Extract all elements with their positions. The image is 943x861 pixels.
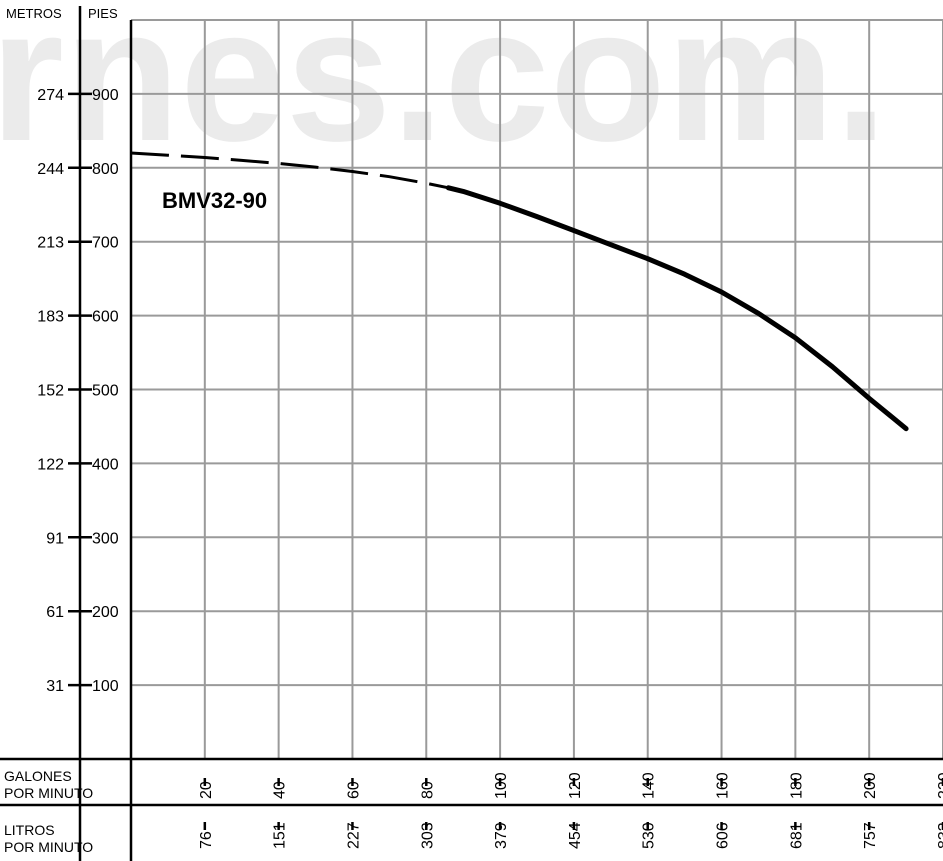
x-tick-label-lpm: 530 xyxy=(641,822,658,849)
x-tick-label-lpm: 606 xyxy=(715,822,732,849)
y-tick-label-metros: 91 xyxy=(46,530,64,547)
watermark-text: rnes.com. xyxy=(0,0,888,181)
x-tick-label-gpm: 120 xyxy=(567,772,584,799)
axes: 100 31 200 61 300 91 400 122 500 152 600 183 700 213 8… xyxy=(0,6,943,861)
y-tick-label-pies: 200 xyxy=(92,604,119,621)
y-header-pies: PIES xyxy=(88,6,118,21)
series-label-bmv32-90: BMV32-90 xyxy=(162,188,267,213)
x-tick-label-gpm: 40 xyxy=(272,781,289,799)
y-tick-label-pies: 300 xyxy=(92,530,119,547)
x-tick-label-lpm: 303 xyxy=(419,822,436,849)
x-tick-label-gpm: 20 xyxy=(198,781,215,799)
x-tick-label-lpm: 681 xyxy=(788,822,805,849)
y-tick-label-metros: 61 xyxy=(46,604,64,621)
y-tick-label-metros: 122 xyxy=(37,456,64,473)
x-tick-label-gpm: 160 xyxy=(715,772,732,799)
x-label-lpm-line1: LITROS xyxy=(4,822,55,838)
y-tick-label-pies: 100 xyxy=(92,678,119,695)
x-tick-label-lpm: 227 xyxy=(345,822,362,849)
x-tick-label-gpm: 220 xyxy=(936,772,943,799)
x-tick-label-gpm: 100 xyxy=(493,772,510,799)
x-tick-label-gpm: 200 xyxy=(862,772,879,799)
y-tick-label-pies: 800 xyxy=(92,161,119,178)
y-tick-label-pies: 900 xyxy=(92,87,119,104)
y-tick-label-metros: 274 xyxy=(37,87,64,104)
y-tick-label-pies: 700 xyxy=(92,235,119,252)
x-tick-label-gpm: 140 xyxy=(641,772,658,799)
y-tick-label-metros: 31 xyxy=(46,678,64,695)
performance-curve xyxy=(130,151,909,432)
x-tick-label-lpm: 833 xyxy=(936,822,943,849)
x-label-gpm-line2: POR MINUTO xyxy=(4,785,93,801)
grid xyxy=(131,19,943,759)
y-tick-label-metros: 213 xyxy=(37,235,64,252)
x-label-lpm-line2: POR MINUTO xyxy=(4,839,93,855)
x-tick-label-lpm: 757 xyxy=(862,822,879,849)
y-tick-label-metros: 183 xyxy=(37,309,64,326)
x-tick-label-gpm: 180 xyxy=(788,772,805,799)
x-label-gpm-line1: GALONES xyxy=(4,768,72,784)
y-tick-label-pies: 600 xyxy=(92,309,119,326)
x-tick-label-lpm: 151 xyxy=(272,822,289,849)
y-tick-label-pies: 400 xyxy=(92,456,119,473)
curve-solid-segment xyxy=(445,185,909,432)
y-tick-label-metros: 152 xyxy=(37,383,64,400)
x-tick-label-gpm: 80 xyxy=(419,781,436,799)
x-tick-label-gpm: 60 xyxy=(345,781,362,799)
y-tick-label-metros: 244 xyxy=(37,161,64,178)
y-header-metros: METROS xyxy=(6,6,62,21)
x-tick-label-lpm: 454 xyxy=(567,822,584,849)
y-tick-label-pies: 500 xyxy=(92,383,119,400)
curve-dashed-segment xyxy=(130,151,449,190)
x-tick-label-lpm: 76 xyxy=(198,831,215,849)
x-tick-label-lpm: 379 xyxy=(493,822,510,849)
